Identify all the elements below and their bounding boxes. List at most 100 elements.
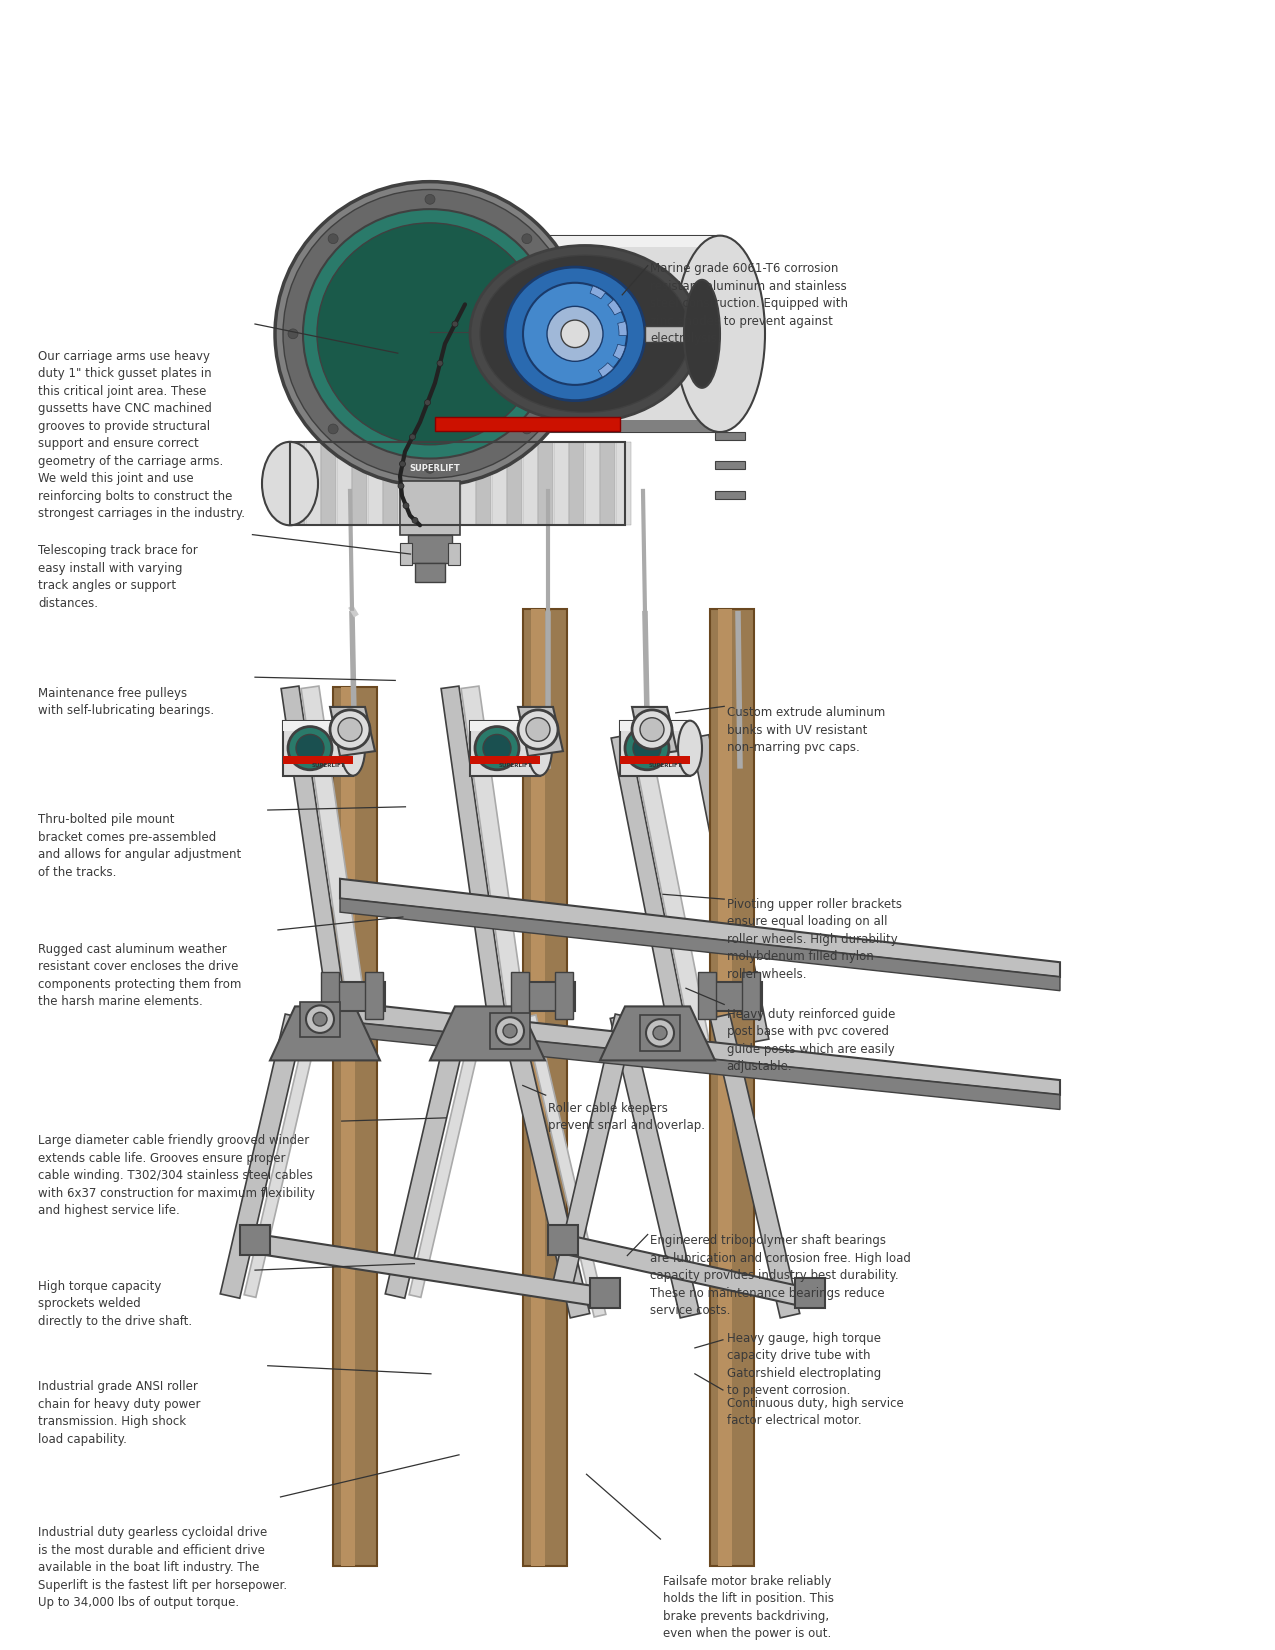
- Ellipse shape: [625, 726, 669, 771]
- Bar: [283, 721, 353, 731]
- Text: SUPERLIFT: SUPERLIFT: [499, 764, 532, 769]
- Bar: [470, 721, 541, 731]
- Bar: [352, 442, 367, 525]
- Ellipse shape: [409, 434, 416, 441]
- Bar: [430, 421, 720, 432]
- Bar: [553, 442, 569, 525]
- Ellipse shape: [425, 399, 431, 406]
- Text: Industrial duty gearless cycloidal drive
is the most durable and efficient drive: Industrial duty gearless cycloidal drive…: [38, 1526, 287, 1609]
- Text: SUPERLIFT: SUPERLIFT: [311, 764, 344, 769]
- Bar: [365, 972, 382, 1020]
- Ellipse shape: [521, 234, 532, 244]
- Ellipse shape: [398, 483, 404, 488]
- Ellipse shape: [470, 246, 700, 422]
- Bar: [470, 721, 541, 775]
- Bar: [584, 442, 599, 525]
- Bar: [333, 688, 377, 1566]
- Polygon shape: [601, 1006, 715, 1061]
- Ellipse shape: [561, 320, 589, 348]
- Bar: [601, 442, 615, 525]
- Text: Our carriage arms use heavy
duty 1" thick gusset plates in
this critical joint a: Our carriage arms use heavy duty 1" thic…: [38, 350, 245, 520]
- Ellipse shape: [296, 734, 324, 762]
- Bar: [515, 982, 575, 1011]
- Text: Maintenance free pulleys
with self-lubricating bearings.: Maintenance free pulleys with self-lubri…: [38, 686, 214, 718]
- Bar: [703, 982, 762, 1011]
- Ellipse shape: [528, 721, 552, 775]
- Text: Continuous duty, high service
factor electrical motor.: Continuous duty, high service factor ele…: [727, 1396, 904, 1427]
- Bar: [697, 972, 717, 1020]
- Bar: [715, 432, 745, 441]
- Polygon shape: [611, 734, 689, 1043]
- Ellipse shape: [505, 267, 645, 401]
- Bar: [507, 442, 521, 525]
- Bar: [289, 442, 305, 525]
- Bar: [400, 543, 412, 564]
- Ellipse shape: [328, 424, 338, 434]
- Ellipse shape: [496, 1016, 524, 1044]
- Bar: [430, 442, 445, 525]
- Text: Roller cable keepers
prevent snarl and overlap.: Roller cable keepers prevent snarl and o…: [548, 1102, 705, 1132]
- Ellipse shape: [683, 280, 720, 388]
- Text: Pivoting upper roller brackets
ensure equal loading on all
roller wheels. High d: Pivoting upper roller brackets ensure eq…: [727, 898, 901, 980]
- Ellipse shape: [646, 1020, 674, 1046]
- Polygon shape: [385, 1015, 469, 1299]
- Bar: [400, 482, 460, 535]
- Bar: [414, 442, 428, 525]
- Ellipse shape: [288, 726, 332, 771]
- Ellipse shape: [399, 460, 405, 467]
- Polygon shape: [301, 686, 368, 1033]
- Polygon shape: [409, 1015, 486, 1297]
- Text: Rugged cast aluminum weather
resistant cover encloses the drive
components prote: Rugged cast aluminum weather resistant c…: [38, 942, 242, 1008]
- Ellipse shape: [425, 464, 435, 474]
- Ellipse shape: [518, 710, 558, 749]
- Text: SUPERLIFT: SUPERLIFT: [409, 464, 460, 474]
- Ellipse shape: [632, 734, 660, 762]
- Text: Large diameter cable friendly grooved winder
extends cable life. Grooves ensure : Large diameter cable friendly grooved wi…: [38, 1134, 315, 1218]
- Text: Marine grade 6061-T6 corrosion
resistant aluminum and stainless
steel constructi: Marine grade 6061-T6 corrosion resistant…: [650, 262, 848, 345]
- Polygon shape: [340, 879, 1060, 977]
- Polygon shape: [340, 1002, 1060, 1096]
- Bar: [645, 327, 700, 342]
- Polygon shape: [244, 1015, 321, 1297]
- Wedge shape: [617, 322, 627, 335]
- Bar: [620, 756, 690, 764]
- Polygon shape: [632, 706, 677, 756]
- Ellipse shape: [437, 360, 442, 366]
- Ellipse shape: [288, 328, 298, 338]
- Bar: [555, 972, 572, 1020]
- Ellipse shape: [483, 734, 511, 762]
- Bar: [337, 442, 352, 525]
- Ellipse shape: [678, 721, 703, 775]
- Polygon shape: [221, 1015, 305, 1299]
- Ellipse shape: [328, 234, 338, 244]
- Ellipse shape: [504, 1025, 516, 1038]
- Ellipse shape: [283, 190, 578, 478]
- Ellipse shape: [317, 223, 543, 446]
- Ellipse shape: [527, 718, 550, 741]
- Ellipse shape: [562, 328, 572, 338]
- Ellipse shape: [330, 710, 370, 749]
- Text: Telescoping track brace for
easy install with varying
track angles or support
di: Telescoping track brace for easy install…: [38, 544, 198, 610]
- Ellipse shape: [476, 726, 519, 771]
- Ellipse shape: [453, 322, 458, 327]
- Bar: [715, 462, 745, 469]
- Bar: [306, 442, 320, 525]
- Bar: [430, 236, 720, 432]
- Ellipse shape: [632, 710, 672, 749]
- Bar: [367, 442, 382, 525]
- Polygon shape: [462, 686, 529, 1043]
- Bar: [408, 535, 453, 563]
- Bar: [240, 1226, 270, 1254]
- Polygon shape: [555, 1233, 799, 1305]
- Text: Engineered tribopolymer shaft bearings
are lubrication and corrosion free. High : Engineered tribopolymer shaft bearings a…: [650, 1234, 912, 1317]
- Bar: [321, 442, 337, 525]
- Bar: [523, 609, 567, 1566]
- Bar: [511, 972, 529, 1020]
- Bar: [538, 442, 553, 525]
- Bar: [796, 1279, 825, 1308]
- Ellipse shape: [261, 442, 317, 525]
- Bar: [430, 236, 720, 248]
- Bar: [590, 1279, 620, 1308]
- Bar: [620, 721, 690, 731]
- Bar: [490, 1013, 530, 1049]
